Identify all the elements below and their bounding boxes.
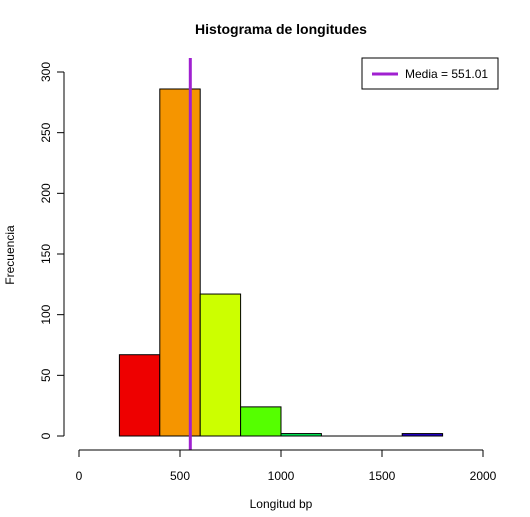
y-tick-label-4: 200 [39, 183, 53, 203]
chart-title: Histograma de longitudes [195, 21, 367, 37]
y-tick-label-2: 100 [39, 304, 53, 324]
y-tick-label-5: 250 [39, 122, 53, 142]
y-tick-label-0: 0 [39, 432, 53, 439]
y-tick-label-6: 300 [39, 62, 53, 82]
y-axis-label: Frecuencia [3, 225, 17, 285]
histogram-bar-2 [199, 293, 242, 437]
y-tick-label-3: 150 [39, 244, 53, 264]
x-tick-label-1: 500 [170, 469, 190, 483]
histogram-bar-0 [118, 354, 161, 437]
legend-mean-label: Media = 551.01 [405, 67, 488, 81]
x-tick-label-3: 1500 [369, 469, 396, 483]
bars-group [118, 88, 444, 437]
x-tick-label-0: 0 [76, 469, 83, 483]
x-tick-label-4: 2000 [470, 469, 497, 483]
x-tick-label-2: 1000 [268, 469, 295, 483]
x-axis: 0 500 1000 1500 2000 [76, 449, 497, 483]
legend: Media = 551.01 [361, 57, 499, 90]
y-tick-label-1: 50 [39, 368, 53, 382]
y-axis: 0 50 100 150 200 250 300 [39, 62, 65, 439]
x-axis-label: Longitud bp [250, 497, 313, 511]
histogram-bar-1 [159, 88, 201, 437]
histogram-bar-3 [240, 406, 282, 437]
histogram-bar-4 [280, 433, 322, 437]
histogram-bar-7 [401, 433, 444, 437]
